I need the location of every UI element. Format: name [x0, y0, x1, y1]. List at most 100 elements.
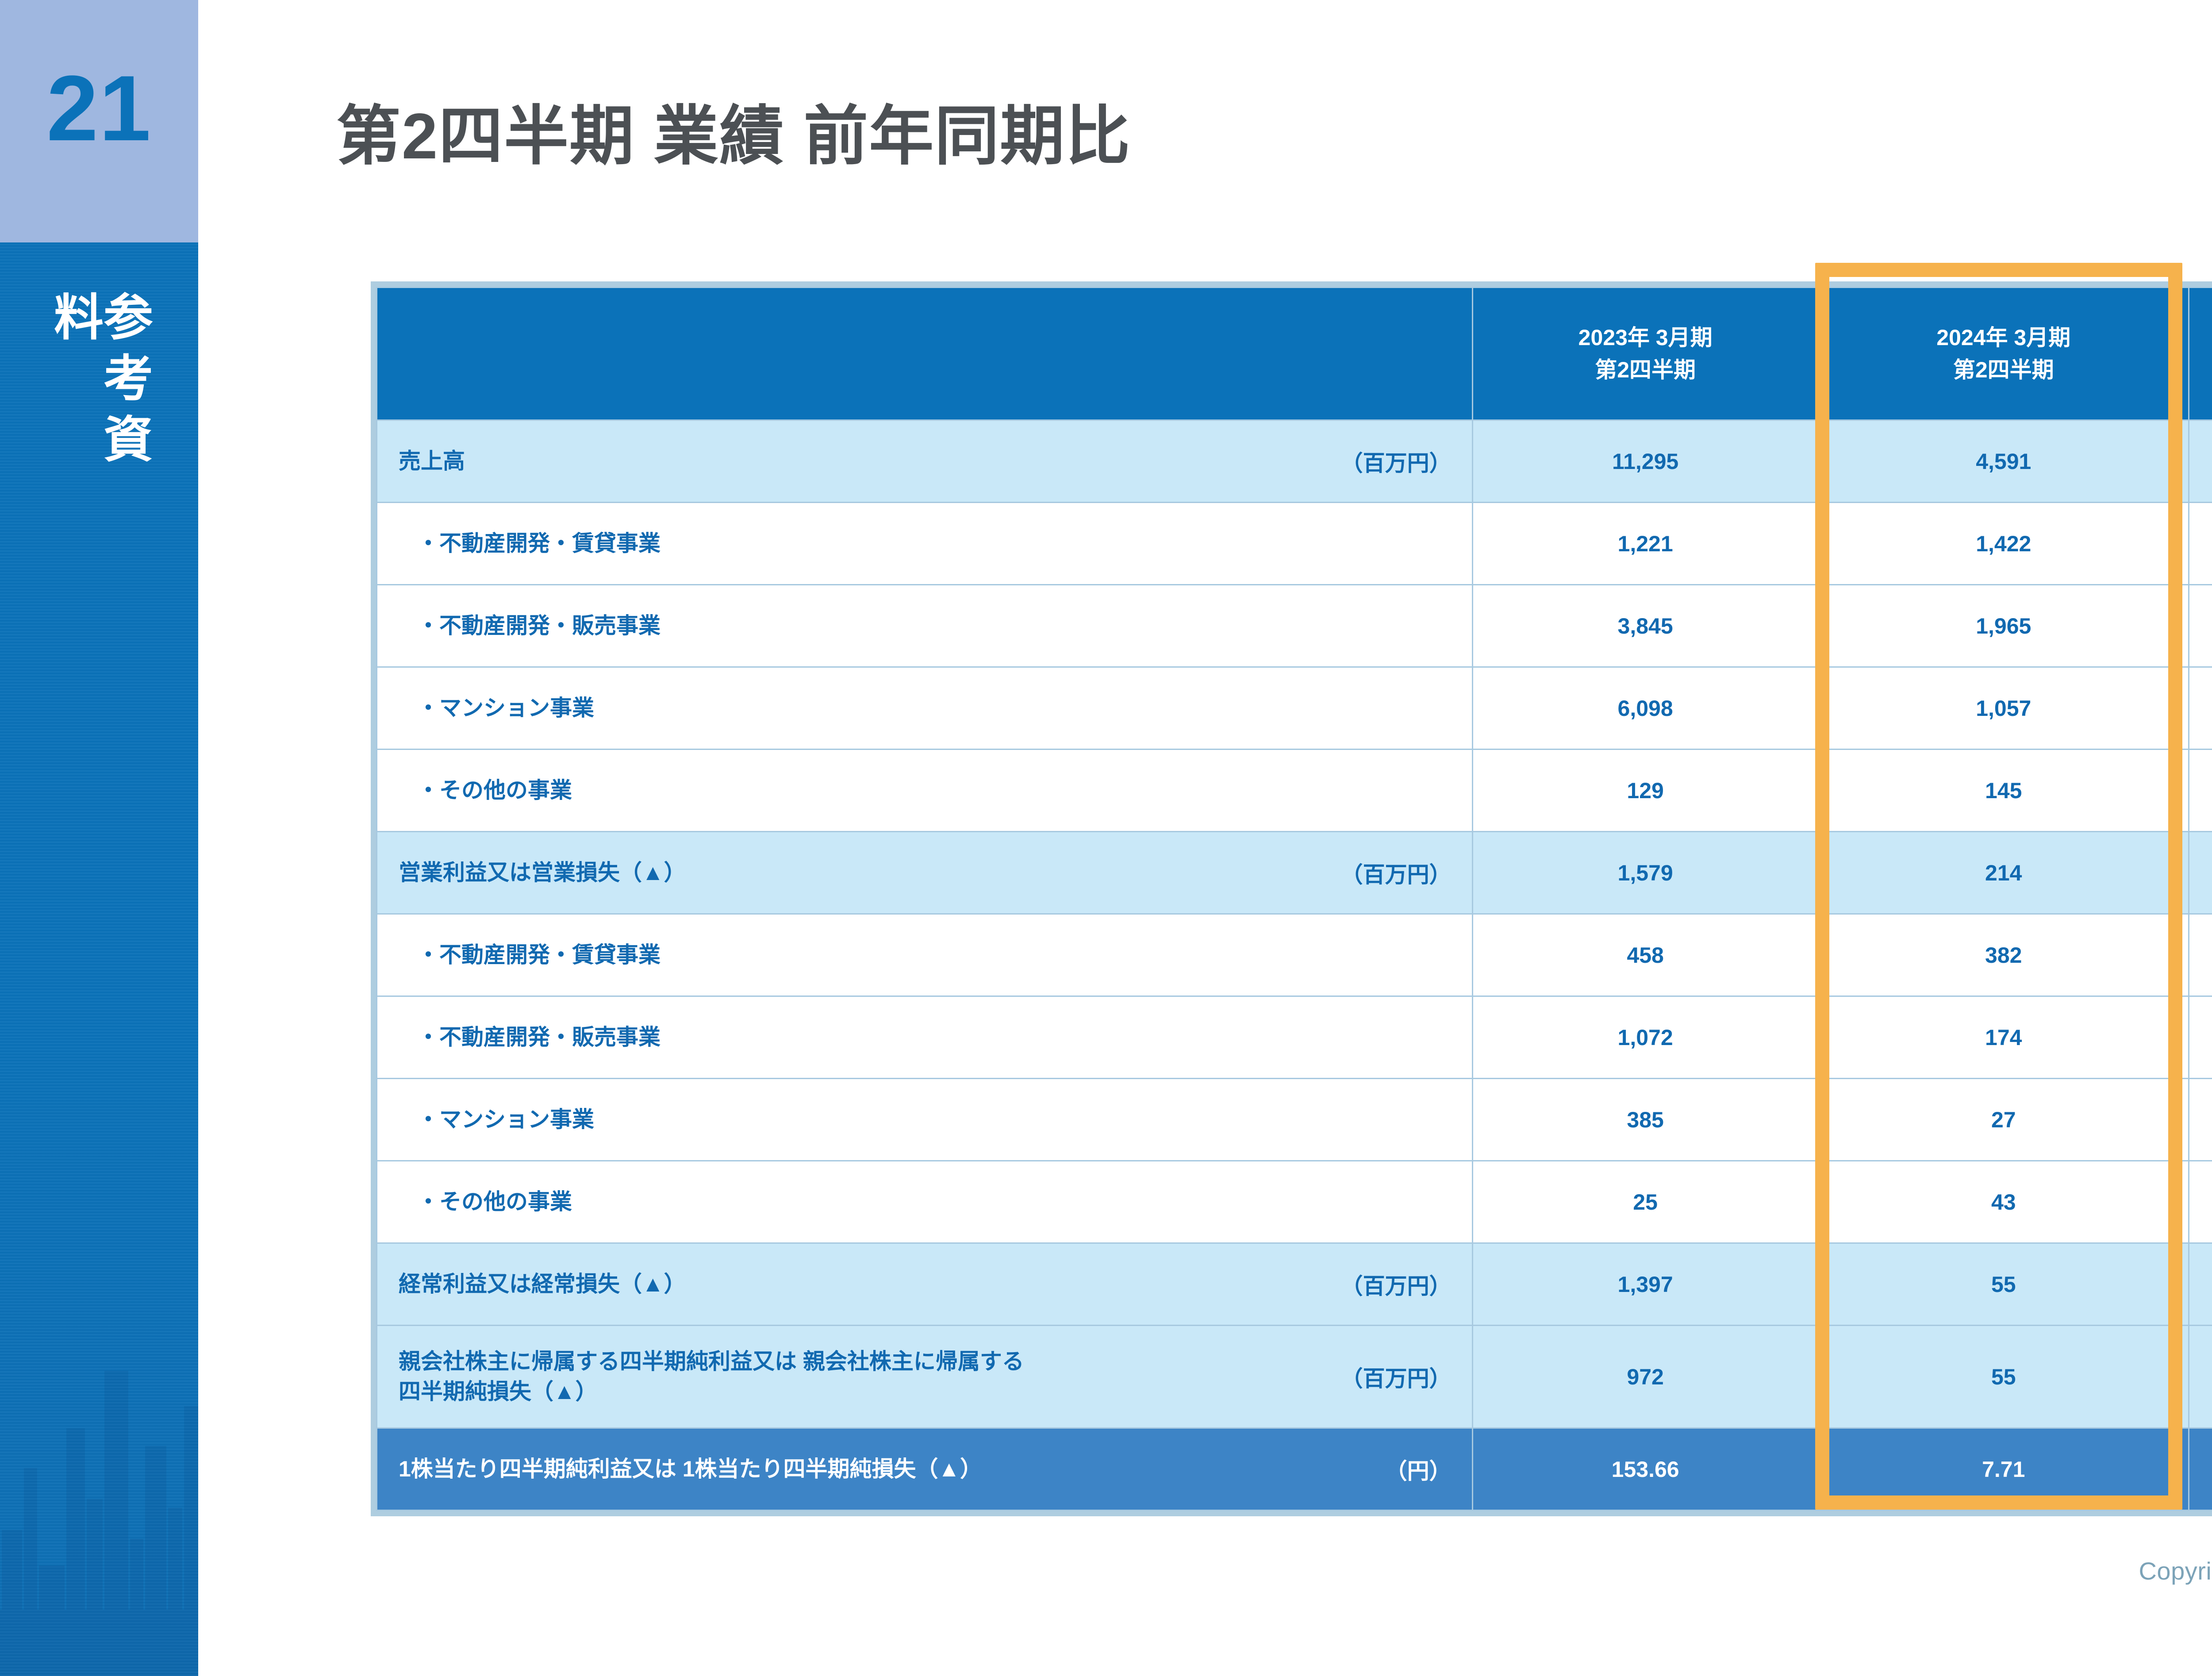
row-value-y2024: 1,965 — [1817, 584, 2189, 668]
row-value-diff: ▲ 917 — [2188, 1325, 2212, 1429]
header-blank — [376, 287, 1473, 421]
header-change: 増 減 — [2188, 287, 2212, 421]
row-value-diff: ▲ 1,364 — [2188, 831, 2212, 915]
page-number: 21 — [46, 56, 152, 160]
row-value-diff: 15 — [2188, 749, 2212, 832]
row-value-y2023: 11,295 — [1471, 419, 1819, 503]
row-label-cell: ・マンション事業 — [376, 666, 1473, 750]
row-unit: （円） — [1385, 1458, 1452, 1484]
row-value-y2024: 214 — [1817, 831, 2189, 915]
row-label: ・不動産開発・賃貸事業 — [417, 942, 661, 967]
row-value-y2023: 1,579 — [1471, 831, 1819, 915]
row-label: 売上高 — [399, 448, 465, 473]
table-row: 1株当たり四半期純利益又は 1株当たり四半期純損失（▲） （円） 153.66 7.7… — [376, 1427, 2212, 1511]
row-value-y2024: 43 — [1817, 1160, 2189, 1244]
row-label-cell: ・マンション事業 — [376, 1078, 1473, 1161]
row-label-cell: ・その他の事業 — [376, 1160, 1473, 1244]
row-value-y2024: 174 — [1817, 996, 2189, 1079]
row-label-cell: ・不動産開発・賃貸事業 — [376, 913, 1473, 997]
row-label: ・不動産開発・販売事業 — [417, 1024, 661, 1049]
row-value-y2024: 27 — [1817, 1078, 2189, 1161]
row-label: 親会社株主に帰属する四半期純利益又は 親会社株主に帰属する 四半期純損失（▲） — [399, 1349, 1024, 1404]
row-value-y2024: 55 — [1817, 1242, 2189, 1326]
row-label-cell: 売上高 （百万円） — [376, 419, 1473, 503]
row-label: 経常利益又は経常損失（▲） — [399, 1271, 686, 1296]
table-row: ・その他の事業 12914515 — [376, 749, 2212, 832]
row-value-diff: ▲ 359 — [2188, 1078, 2212, 1161]
page-title: 第2四半期 業績 前年同期比 — [336, 100, 1131, 172]
row-unit: （百万円） — [1340, 862, 1452, 887]
row-unit: （百万円） — [1340, 1273, 1452, 1299]
cityscape-texture — [0, 835, 198, 1676]
row-unit: （百万円） — [1340, 450, 1452, 476]
row-label: ・その他の事業 — [417, 1189, 572, 1214]
sidebar-section-panel: 参考資料 — [0, 242, 198, 1676]
table-row: ・その他の事業 254317 — [376, 1160, 2212, 1244]
row-value-y2023: 972 — [1471, 1325, 1819, 1429]
table-header-row: 2023年 3月期 第2四半期 2024年 3月期 第2四半期 増 減 — [376, 287, 2212, 421]
row-value-diff: ▲ 1,343 — [2188, 1242, 2212, 1326]
row-label: ・不動産開発・販売事業 — [417, 613, 661, 638]
row-value-y2024: 4,591 — [1817, 419, 2189, 503]
row-value-y2024: 1,422 — [1817, 502, 2189, 585]
row-value-y2024: 55 — [1817, 1325, 2189, 1429]
header-fy2023-line2: 第2四半期 — [1595, 357, 1696, 382]
row-label: 1株当たり四半期純利益又は 1株当たり四半期純損失（▲） — [399, 1456, 982, 1481]
copyright-notice: Copyright © Yamaichi Uniheim Real Estate… — [2139, 1557, 2212, 1585]
sidebar-label: 参考資料 — [47, 291, 152, 474]
row-value-y2023: 1,397 — [1471, 1242, 1819, 1326]
row-label: 営業利益又は営業損失（▲） — [399, 860, 686, 885]
row-value-diff: 202 — [2188, 502, 2212, 585]
row-value-diff: ▲ 6,704 — [2188, 419, 2212, 503]
table-row: 親会社株主に帰属する四半期純利益又は 親会社株主に帰属する 四半期純損失（▲） （百… — [376, 1325, 2212, 1429]
performance-table-frame: 2023年 3月期 第2四半期 2024年 3月期 第2四半期 増 減 売上高 （… — [371, 281, 2212, 1516]
row-label-cell: 経常利益又は経常損失（▲） （百万円） — [376, 1242, 1473, 1326]
row-label-cell: ・不動産開発・販売事業 — [376, 996, 1473, 1079]
row-unit: （百万円） — [1340, 1366, 1452, 1391]
row-value-y2023: 385 — [1471, 1078, 1819, 1161]
header-fy2023: 2023年 3月期 第2四半期 — [1471, 287, 1819, 421]
row-value-y2023: 3,845 — [1471, 584, 1819, 668]
row-value-y2024: 145 — [1817, 749, 2189, 832]
sidebar-label-wrapper: 参考資料 — [0, 291, 198, 521]
row-value-y2023: 6,098 — [1471, 666, 1819, 750]
row-label-cell: ・その他の事業 — [376, 749, 1473, 832]
row-value-diff: ▲ 1,881 — [2188, 584, 2212, 668]
row-value-y2024: 382 — [1817, 913, 2189, 997]
row-value-y2023: 25 — [1471, 1160, 1819, 1244]
row-label-cell: 営業利益又は営業損失（▲） （百万円） — [376, 831, 1473, 915]
row-label-cell: 親会社株主に帰属する四半期純利益又は 親会社株主に帰属する 四半期純損失（▲） （百… — [376, 1325, 1473, 1429]
header-fy2023-line1: 2023年 3月期 — [1578, 325, 1713, 350]
row-value-diff: ▲ 898 — [2188, 996, 2212, 1079]
row-value-diff: ▲ 75 — [2188, 913, 2212, 997]
row-value-y2024: 1,057 — [1817, 666, 2189, 750]
row-value-y2023: 129 — [1471, 749, 1819, 832]
header-fy2024: 2024年 3月期 第2四半期 — [1817, 287, 2189, 421]
row-value-y2023: 153.66 — [1471, 1427, 1819, 1511]
table-header: 2023年 3月期 第2四半期 2024年 3月期 第2四半期 増 減 — [376, 287, 2212, 421]
performance-table: 2023年 3月期 第2四半期 2024年 3月期 第2四半期 増 減 売上高 （… — [376, 287, 2212, 1511]
row-value-diff: ▲ 145.95 — [2188, 1427, 2212, 1511]
row-label: ・マンション事業 — [417, 1107, 594, 1132]
row-label-cell: ・不動産開発・販売事業 — [376, 584, 1473, 668]
row-value-y2024: 7.71 — [1817, 1427, 2189, 1511]
row-value-y2023: 458 — [1471, 913, 1819, 997]
row-value-diff: 17 — [2188, 1160, 2212, 1244]
row-value-y2023: 1,221 — [1471, 502, 1819, 585]
row-value-y2023: 1,072 — [1471, 996, 1819, 1079]
row-label: ・不動産開発・賃貸事業 — [417, 530, 661, 556]
header-fy2024-line1: 2024年 3月期 — [1936, 325, 2071, 350]
row-label-cell: 1株当たり四半期純利益又は 1株当たり四半期純損失（▲） （円） — [376, 1427, 1473, 1511]
row-label: ・その他の事業 — [417, 777, 572, 803]
